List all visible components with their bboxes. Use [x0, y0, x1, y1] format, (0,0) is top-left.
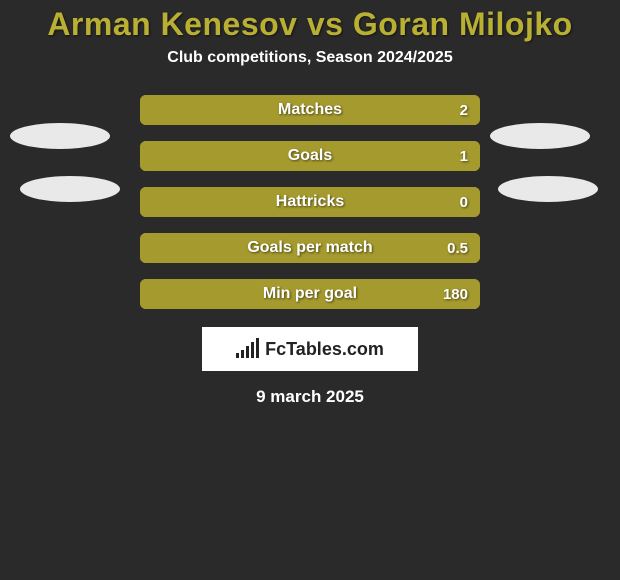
stat-value: 1: [460, 148, 468, 165]
player-marker: [20, 176, 120, 202]
date-line: 9 march 2025: [0, 387, 620, 407]
fctables-logo: FcTables.com: [202, 327, 418, 371]
logo-text: FcTables.com: [265, 339, 384, 360]
page-title: Arman Kenesov vs Goran Milojko: [0, 0, 620, 43]
stat-label: Goals per match: [247, 239, 372, 257]
player-marker: [490, 123, 590, 149]
stat-value: 180: [443, 286, 468, 303]
stat-label: Hattricks: [276, 193, 344, 211]
player-marker: [10, 123, 110, 149]
stat-value: 0: [460, 194, 468, 211]
player-marker: [498, 176, 598, 202]
stat-label: Goals: [288, 147, 332, 165]
logo-bars-icon: [236, 340, 259, 358]
page-subtitle: Club competitions, Season 2024/2025: [0, 49, 620, 67]
stat-row: Matches 2: [140, 95, 480, 125]
stat-label: Min per goal: [263, 285, 357, 303]
stat-row: Min per goal 180: [140, 279, 480, 309]
stat-row: Goals per match 0.5: [140, 233, 480, 263]
stat-row: Goals 1: [140, 141, 480, 171]
stat-value: 2: [460, 102, 468, 119]
comparison-infographic: Arman Kenesov vs Goran Milojko Club comp…: [0, 0, 620, 580]
stat-row: Hattricks 0: [140, 187, 480, 217]
stat-label: Matches: [278, 101, 342, 119]
stat-value: 0.5: [447, 240, 468, 257]
